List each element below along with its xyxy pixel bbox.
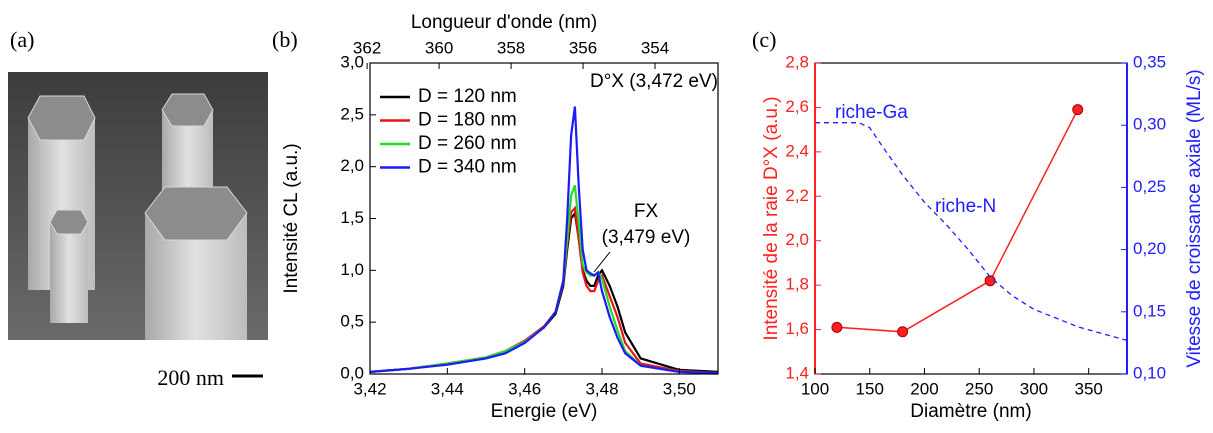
y2-tick-label: 0,15 — [1133, 301, 1166, 320]
annotation: FX — [634, 201, 659, 222]
x-axis-label: Diamètre (nm) — [910, 401, 1031, 422]
x-tick-label: 3,46 — [508, 379, 541, 398]
y-tick-label: 2,2 — [785, 186, 809, 205]
x-tick-label: 3,44 — [431, 379, 464, 398]
x2-tick-label: 358 — [497, 38, 525, 57]
scale-bar-label: 200 nm — [157, 365, 224, 390]
y-tick-label: 0,0 — [340, 363, 364, 382]
x-tick-label: 150 — [856, 379, 884, 398]
y-tick-label: 0,5 — [340, 312, 364, 331]
x2-tick-label: 360 — [425, 38, 453, 57]
x-tick-label: 3,42 — [353, 379, 386, 398]
y-tick-label: 2,8 — [785, 52, 809, 71]
y-tick-label: 2,4 — [785, 141, 809, 160]
panel-label: (b) — [272, 27, 298, 52]
sem-image — [8, 72, 268, 340]
annotation: riche-N — [935, 196, 996, 217]
y-axis-label: Intensité de la raie D°X (a.u.) — [761, 96, 782, 340]
x-tick-label: 350 — [1074, 379, 1102, 398]
annotation: riche-Ga — [835, 102, 908, 123]
y-tick-label: 1,6 — [785, 319, 809, 338]
panel-label: (a) — [10, 27, 34, 52]
y-tick-label: 3,0 — [340, 52, 364, 71]
y2-tick-label: 0,25 — [1133, 177, 1166, 196]
y-tick-label: 1,5 — [340, 208, 364, 227]
y-tick-label: 2,0 — [785, 230, 809, 249]
y2-tick-label: 0,20 — [1133, 239, 1166, 258]
data-point — [897, 326, 909, 338]
series-line — [369, 106, 719, 375]
y-tick-label: 2,6 — [785, 97, 809, 116]
y-tick-label: 1,4 — [785, 363, 809, 382]
x2-tick-label: 362 — [353, 38, 381, 57]
x-tick-label: 200 — [910, 379, 938, 398]
legend-label: D = 340 nm — [418, 157, 517, 178]
y-tick-label: 1,0 — [340, 260, 364, 279]
y2-tick-label: 0,30 — [1133, 115, 1166, 134]
x-tick-label: 100 — [801, 379, 829, 398]
panel-label: (c) — [752, 27, 776, 52]
series-line — [369, 184, 719, 375]
y-tick-label: 2,0 — [340, 156, 364, 175]
y-axis-label: Intensité CL (a.u.) — [281, 143, 302, 293]
x-tick-label: 3,50 — [663, 379, 696, 398]
x2-tick-label: 354 — [641, 38, 669, 57]
series-line — [836, 109, 1079, 333]
annotation-pointer — [593, 251, 611, 273]
legend-label: D = 260 nm — [418, 133, 517, 154]
series-line — [815, 122, 1128, 342]
x2-tick-label: 356 — [569, 38, 597, 57]
annotation: (3,479 eV) — [602, 227, 691, 248]
x2-axis-label: Longueur d'onde (nm) — [411, 12, 597, 33]
y2-tick-label: 0,35 — [1133, 52, 1166, 71]
y2-axis-label: Vitesse de croissance axiale (ML/s) — [1184, 69, 1205, 368]
data-point — [831, 321, 843, 333]
annotation: D°X (3,472 eV) — [590, 71, 718, 92]
x-axis-label: Energie (eV) — [491, 401, 598, 422]
y2-tick-label: 0,10 — [1133, 363, 1166, 382]
legend-label: D = 180 nm — [418, 110, 517, 131]
y-tick-label: 1,8 — [785, 275, 809, 294]
x-tick-label: 250 — [965, 379, 993, 398]
data-point — [1072, 104, 1084, 116]
legend-label: D = 120 nm — [418, 86, 517, 107]
x-tick-label: 300 — [1020, 379, 1048, 398]
y-tick-label: 2,5 — [340, 104, 364, 123]
x-tick-label: 3,48 — [585, 379, 618, 398]
